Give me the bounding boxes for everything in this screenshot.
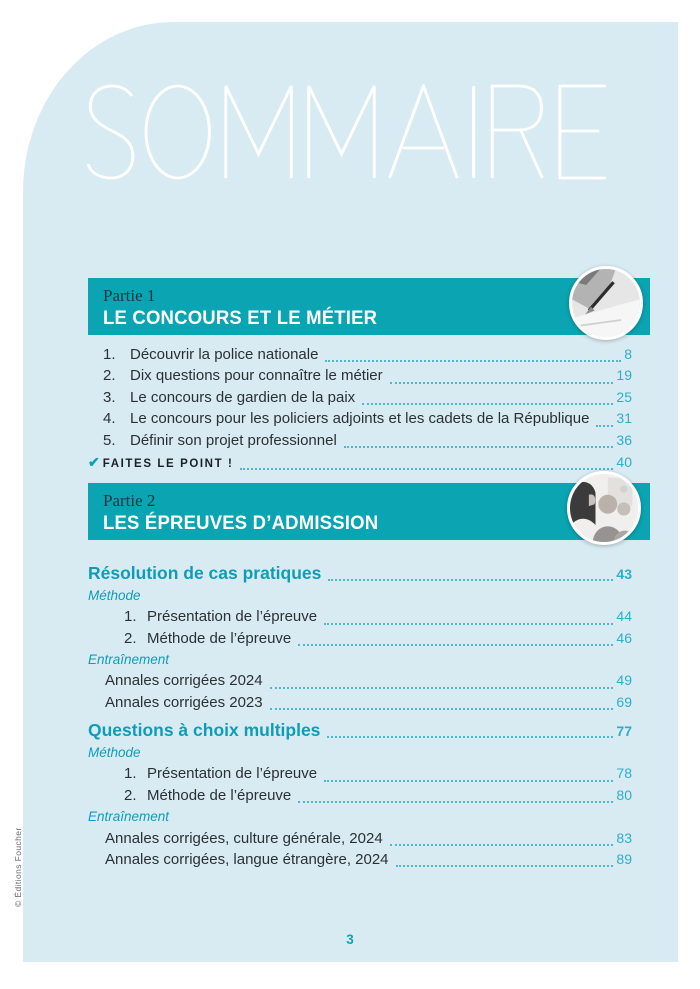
item-number: 2. bbox=[103, 367, 116, 385]
subhead-label: Entraînement bbox=[88, 652, 170, 668]
item-page: 40 bbox=[616, 453, 632, 470]
sommaire-lettering bbox=[86, 84, 606, 180]
item-label: Présentation de l’épreuve bbox=[147, 608, 318, 626]
check-icon: ✔ bbox=[88, 453, 100, 470]
item-page: 19 bbox=[616, 367, 632, 384]
part2-toc: Résolution de cas pratiques 43 Méthode 1… bbox=[88, 562, 632, 870]
toc-row: 3. Le concours de gardien de la paix 25 bbox=[88, 387, 632, 408]
subhead-label: Méthode bbox=[88, 745, 141, 761]
item-label: Annales corrigées, culture générale, 202… bbox=[105, 829, 383, 847]
dotted-leader bbox=[324, 779, 614, 782]
toc-row: 5. Définir son projet professionnel 36 bbox=[88, 430, 632, 451]
part1-kicker: Partie 1 bbox=[103, 286, 156, 305]
page-title bbox=[86, 84, 632, 180]
item-page: 46 bbox=[616, 629, 632, 646]
item-label: Méthode de l’épreuve bbox=[147, 629, 292, 647]
item-label: Découvrir la police nationale bbox=[130, 346, 319, 363]
item-label: Présentation de l’épreuve bbox=[147, 765, 318, 783]
toc-row: Annales corrigées, culture générale, 202… bbox=[88, 828, 632, 849]
item-page: 44 bbox=[616, 608, 632, 625]
toc-row: Annales corrigées 2024 49 bbox=[88, 670, 632, 691]
item-number: 4. bbox=[103, 410, 116, 428]
part2-banner: Partie 2 LES ÉPREUVES D’ADMISSION bbox=[88, 483, 650, 540]
item-page: 25 bbox=[616, 388, 632, 405]
item-page: 49 bbox=[616, 672, 632, 689]
item-number: 1. bbox=[124, 765, 137, 783]
item-page: 78 bbox=[616, 765, 632, 782]
item-label: Définir son projet professionnel bbox=[130, 431, 337, 449]
item-page: 8 bbox=[624, 346, 632, 362]
toc-row: 2. Méthode de l’épreuve 46 bbox=[88, 628, 632, 649]
faites-le-point-label: Faites le point ! bbox=[102, 457, 234, 470]
item-page: 31 bbox=[616, 410, 632, 427]
dotted-leader bbox=[298, 801, 614, 804]
section-heading-row: Résolution de cas pratiques 43 bbox=[88, 562, 632, 585]
dotted-leader bbox=[298, 644, 614, 647]
item-number: 2. bbox=[124, 786, 137, 804]
section-page: 77 bbox=[616, 723, 632, 740]
section-title: Questions à choix multiples bbox=[88, 720, 321, 741]
item-number: 5. bbox=[103, 431, 116, 449]
part2-title: LES ÉPREUVES D’ADMISSION bbox=[103, 512, 379, 534]
toc-row: Annales corrigées, langue étrangère, 202… bbox=[88, 849, 632, 870]
dotted-leader bbox=[389, 381, 614, 384]
item-label: Annales corrigées, langue étrangère, 202… bbox=[105, 850, 389, 868]
item-label: Le concours pour les policiers adjoints … bbox=[130, 410, 590, 428]
toc-row: 1. Présentation de l’épreuve 78 bbox=[88, 763, 632, 784]
toc-row: 2. Dix questions pour connaître le métie… bbox=[88, 365, 632, 386]
item-page: 89 bbox=[616, 850, 632, 867]
hand-writing-photo bbox=[569, 266, 643, 340]
dotted-leader bbox=[362, 403, 614, 406]
section-heading-row: Questions à choix multiples 77 bbox=[88, 719, 632, 742]
part2-kicker: Partie 2 bbox=[103, 491, 156, 510]
item-page: 80 bbox=[616, 786, 632, 803]
item-page: 83 bbox=[616, 829, 632, 846]
item-label: Annales corrigées 2024 bbox=[105, 672, 263, 690]
subhead-label: Entraînement bbox=[88, 809, 170, 825]
item-page: 69 bbox=[616, 693, 632, 710]
item-label: Méthode de l’épreuve bbox=[147, 786, 292, 804]
part1-banner: Partie 1 LE CONCOURS ET LE MÉTIER bbox=[88, 278, 650, 335]
dotted-leader bbox=[269, 708, 614, 711]
toc-row: 4. Le concours pour les policiers adjoin… bbox=[88, 408, 632, 429]
dotted-leader bbox=[389, 843, 614, 846]
subhead-row: Méthode bbox=[88, 585, 632, 606]
item-number: 1. bbox=[124, 608, 137, 626]
dotted-leader bbox=[325, 360, 622, 363]
toc-row: 2. Méthode de l’épreuve 80 bbox=[88, 785, 632, 806]
students-photo bbox=[567, 471, 641, 545]
subhead-row: Entraînement bbox=[88, 649, 632, 670]
dotted-leader bbox=[395, 865, 614, 868]
subhead-label: Méthode bbox=[88, 588, 141, 603]
dotted-leader bbox=[343, 445, 614, 448]
item-label: Dix questions pour connaître le métier bbox=[130, 367, 383, 385]
item-number: 1. bbox=[103, 346, 116, 363]
dotted-leader bbox=[240, 467, 614, 470]
item-number: 3. bbox=[103, 388, 116, 406]
item-number: 2. bbox=[124, 629, 137, 647]
section-title: Résolution de cas pratiques bbox=[88, 563, 322, 583]
toc-row: 1. Découvrir la police nationale 8 bbox=[88, 344, 632, 365]
subhead-row: Méthode bbox=[88, 742, 632, 763]
page-number: 3 bbox=[346, 932, 354, 947]
dotted-leader bbox=[328, 579, 614, 581]
item-label: Le concours de gardien de la paix bbox=[130, 388, 356, 406]
faites-le-point-row: ✔ Faites le point ! 40 bbox=[88, 451, 632, 473]
dotted-leader bbox=[324, 622, 614, 625]
item-label: Annales corrigées 2023 bbox=[105, 693, 263, 711]
part1-title: LE CONCOURS ET LE MÉTIER bbox=[103, 307, 378, 329]
toc-row: 1. Présentation de l’épreuve 44 bbox=[88, 606, 632, 627]
section-page: 43 bbox=[616, 566, 632, 582]
item-page: 36 bbox=[616, 431, 632, 448]
dotted-leader bbox=[327, 736, 614, 739]
toc-row: Annales corrigées 2023 69 bbox=[88, 692, 632, 713]
dotted-leader bbox=[269, 686, 614, 689]
dotted-leader bbox=[596, 424, 614, 427]
part1-toc: 1. Découvrir la police nationale 8 2. Di… bbox=[88, 344, 632, 473]
publisher-copyright: © Éditions Foucher bbox=[13, 827, 23, 907]
subhead-row: Entraînement bbox=[88, 806, 632, 827]
